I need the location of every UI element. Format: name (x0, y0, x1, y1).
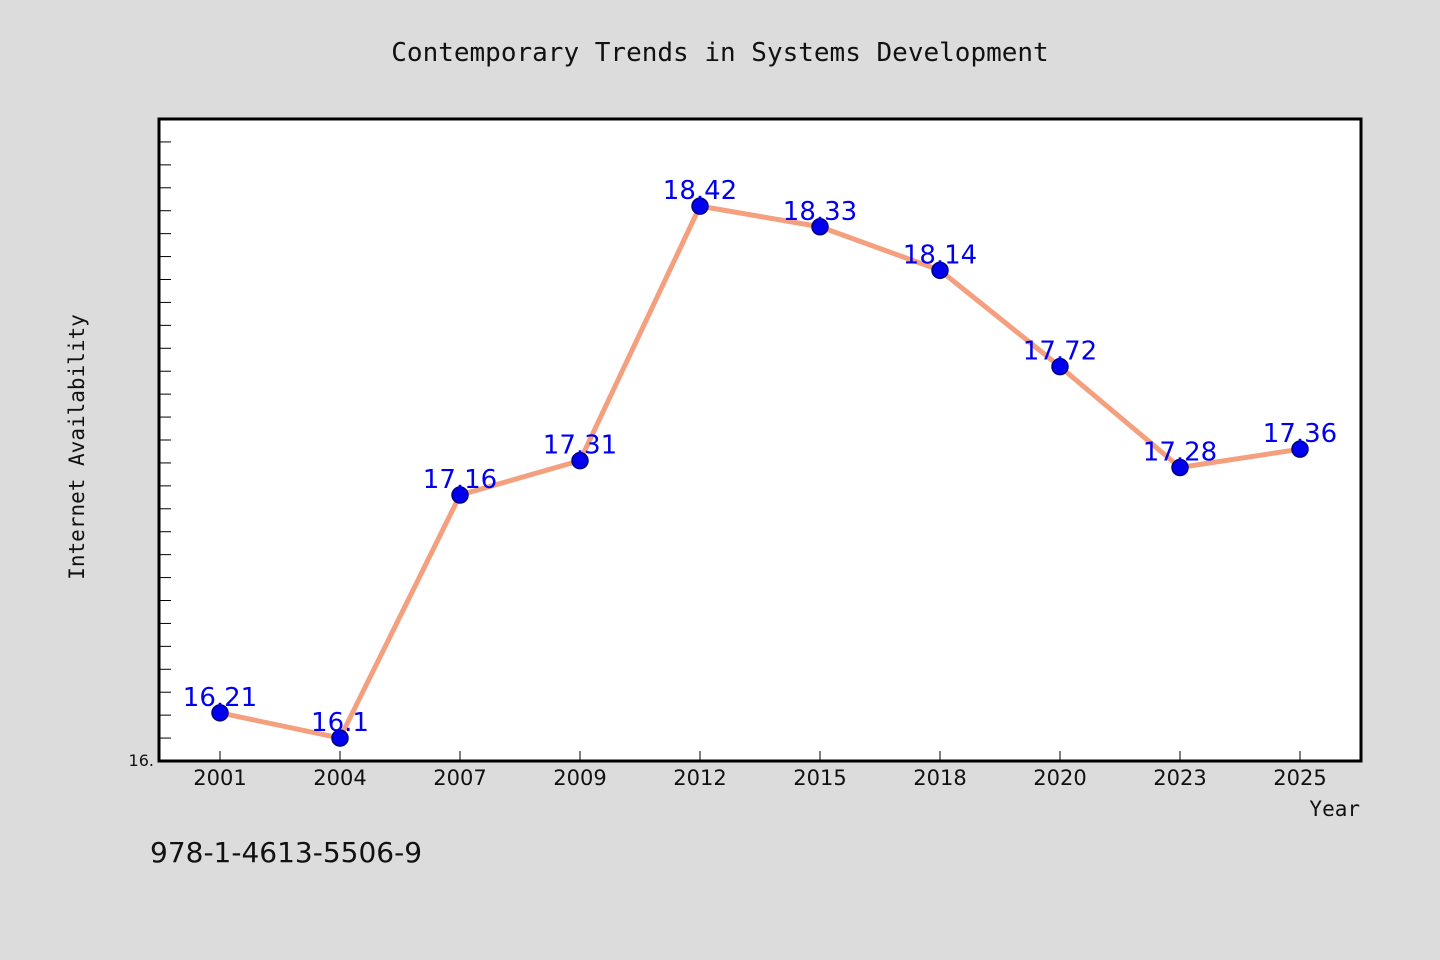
x-tick-label: 2004 (313, 766, 366, 790)
x-tick-label: 2001 (193, 766, 246, 790)
x-tick-label: 2007 (433, 766, 486, 790)
x-axis-label: Year (1309, 797, 1360, 821)
data-label: 16.21 (183, 683, 257, 713)
y-axis-label: Internet Availability (65, 314, 89, 580)
data-label: 16.1 (311, 708, 369, 738)
x-tick-label: 2012 (673, 766, 726, 790)
series-line-group (217, 203, 1303, 741)
data-label: 17.31 (543, 431, 617, 461)
data-label: 18.33 (783, 197, 857, 227)
data-point (811, 218, 829, 236)
data-markers (211, 197, 1309, 747)
x-tick-label: 2023 (1153, 766, 1206, 790)
data-point (691, 197, 709, 215)
data-point (211, 704, 229, 722)
plot-area (157, 117, 1363, 763)
data-point (331, 729, 349, 747)
data-point (571, 451, 589, 470)
data-label: 18.14 (903, 240, 977, 270)
x-axis-ticks: 2001 2004 2007 2009 2012 2015 2018 2020 2023 2025 (193, 751, 1327, 790)
data-point (1291, 440, 1309, 458)
data-label: 17.72 (1023, 337, 1097, 367)
data-label: 17.36 (1263, 419, 1337, 449)
data-label: 17.16 (423, 465, 497, 495)
x-tick-label: 2020 (1033, 766, 1086, 790)
x-tick-label: 2015 (793, 766, 846, 790)
y-axis-min-label: 16. (129, 751, 154, 770)
x-tick-label: 2009 (553, 766, 606, 790)
data-point (451, 486, 469, 504)
isbn-footer: 978-1-4613-5506-9 (150, 836, 422, 869)
chart-title: Contemporary Trends in Systems Developme… (391, 38, 1048, 68)
data-label: 18.42 (663, 176, 737, 206)
series-line (217, 203, 1303, 741)
data-point (931, 261, 949, 280)
y-axis-ticks (159, 141, 171, 739)
data-point (1171, 458, 1189, 477)
x-tick-label: 2018 (913, 766, 966, 790)
data-labels: 16.21 16.1 17.16 17.31 18.42 18.33 18.14 17.72 1… (183, 176, 1337, 738)
data-point (1051, 357, 1069, 376)
data-label: 17.28 (1143, 438, 1217, 468)
x-tick-label: 2025 (1273, 766, 1326, 790)
